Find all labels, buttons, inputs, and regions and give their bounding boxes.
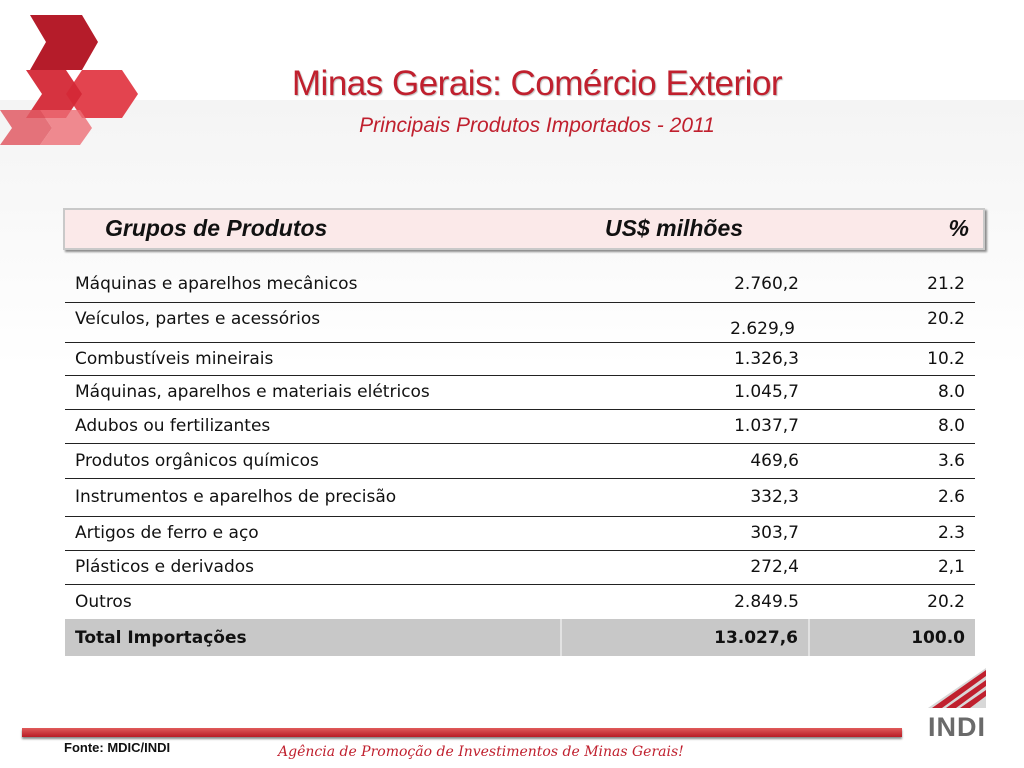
table-row: Veículos, partes e acessórios 2.629,9 20… bbox=[65, 302, 975, 343]
header-group: Grupos de Produtos bbox=[105, 215, 328, 241]
product-name: Máquinas e aparelhos mecânicos bbox=[65, 267, 561, 303]
usd-value: 1.045,7 bbox=[561, 375, 809, 410]
usd-value: 469,6 bbox=[561, 443, 809, 479]
table-row: Máquinas e aparelhos mecânicos 2.760,2 2… bbox=[65, 267, 975, 303]
imports-table: Máquinas e aparelhos mecânicos 2.760,2 2… bbox=[65, 267, 975, 656]
header-usd: US$ milhões bbox=[605, 215, 744, 241]
pct-value: 21.2 bbox=[809, 267, 975, 303]
usd-value: 1.037,7 bbox=[561, 409, 809, 444]
pct-value: 8.0 bbox=[809, 375, 975, 410]
usd-value: 303,7 bbox=[561, 516, 809, 551]
pct-value: 2.3 bbox=[809, 516, 975, 551]
product-name: Veículos, partes e acessórios bbox=[65, 302, 561, 343]
indi-logo-text: INDI bbox=[928, 712, 986, 742]
usd-value: 1.326,3 bbox=[561, 342, 809, 376]
table-row: Máquinas, aparelhos e materiais elétrico… bbox=[65, 375, 975, 410]
usd-value: 272,4 bbox=[561, 550, 809, 585]
table-row: Outros 2.849.5 20.2 bbox=[65, 584, 975, 619]
footer-bar bbox=[22, 728, 902, 737]
table-row: Artigos de ferro e aço 303,7 2.3 bbox=[65, 516, 975, 551]
table-row: Instrumentos e aparelhos de precisão 332… bbox=[65, 478, 975, 517]
page-subtitle: Principais Produtos Importados - 2011 bbox=[359, 114, 715, 137]
table-header: Grupos de Produtos US$ milhões % bbox=[63, 208, 985, 250]
pct-value: 10.2 bbox=[809, 342, 975, 376]
total-row: Total Importações 13.027,6 100.0 bbox=[65, 619, 975, 656]
table-row: Plásticos e derivados 272,4 2,1 bbox=[65, 550, 975, 585]
total-usd: 13.027,6 bbox=[561, 619, 810, 656]
product-name: Produtos orgânicos químicos bbox=[65, 443, 561, 479]
usd-value: 2.849.5 bbox=[734, 591, 799, 612]
pct-value: 3.6 bbox=[809, 443, 975, 479]
product-name: Máquinas, aparelhos e materiais elétrico… bbox=[65, 375, 561, 410]
total-pct: 100.0 bbox=[809, 619, 975, 656]
product-name: Plásticos e derivados bbox=[65, 550, 561, 585]
table-row: Produtos orgânicos químicos 469,6 3.6 bbox=[65, 443, 975, 479]
table-row: Adubos ou fertilizantes 1.037,7 8.0 bbox=[65, 409, 975, 444]
page-title: Minas Gerais: Comércio Exterior bbox=[291, 64, 783, 103]
product-name: Artigos de ferro e aço bbox=[65, 516, 561, 551]
product-name: Outros bbox=[75, 591, 132, 612]
table-row: Combustíveis mineirais 1.326,3 10.2 bbox=[65, 342, 975, 376]
pct-value: 20.2 bbox=[927, 591, 965, 612]
source-note: Fonte: MDIC/INDI bbox=[64, 740, 171, 755]
usd-value: 2.629,9 bbox=[561, 302, 809, 343]
total-label: Total Importações bbox=[65, 619, 562, 656]
product-name: Instrumentos e aparelhos de precisão bbox=[65, 478, 561, 517]
product-name: Combustíveis mineirais bbox=[65, 342, 561, 376]
header-pct: % bbox=[948, 215, 969, 241]
usd-value: 2.760,2 bbox=[561, 267, 809, 303]
pct-value: 20.2 bbox=[809, 302, 975, 343]
pct-value: 2,1 bbox=[809, 550, 975, 585]
diamond-cluster-logo-icon bbox=[0, 15, 138, 145]
agency-tagline: Agência de Promoção de Investimentos de … bbox=[278, 744, 684, 760]
pct-value: 8.0 bbox=[809, 409, 975, 444]
indi-triangle-logo-icon bbox=[928, 668, 986, 708]
pct-value: 2.6 bbox=[809, 478, 975, 517]
usd-value: 332,3 bbox=[561, 478, 809, 517]
product-name: Adubos ou fertilizantes bbox=[65, 409, 561, 444]
